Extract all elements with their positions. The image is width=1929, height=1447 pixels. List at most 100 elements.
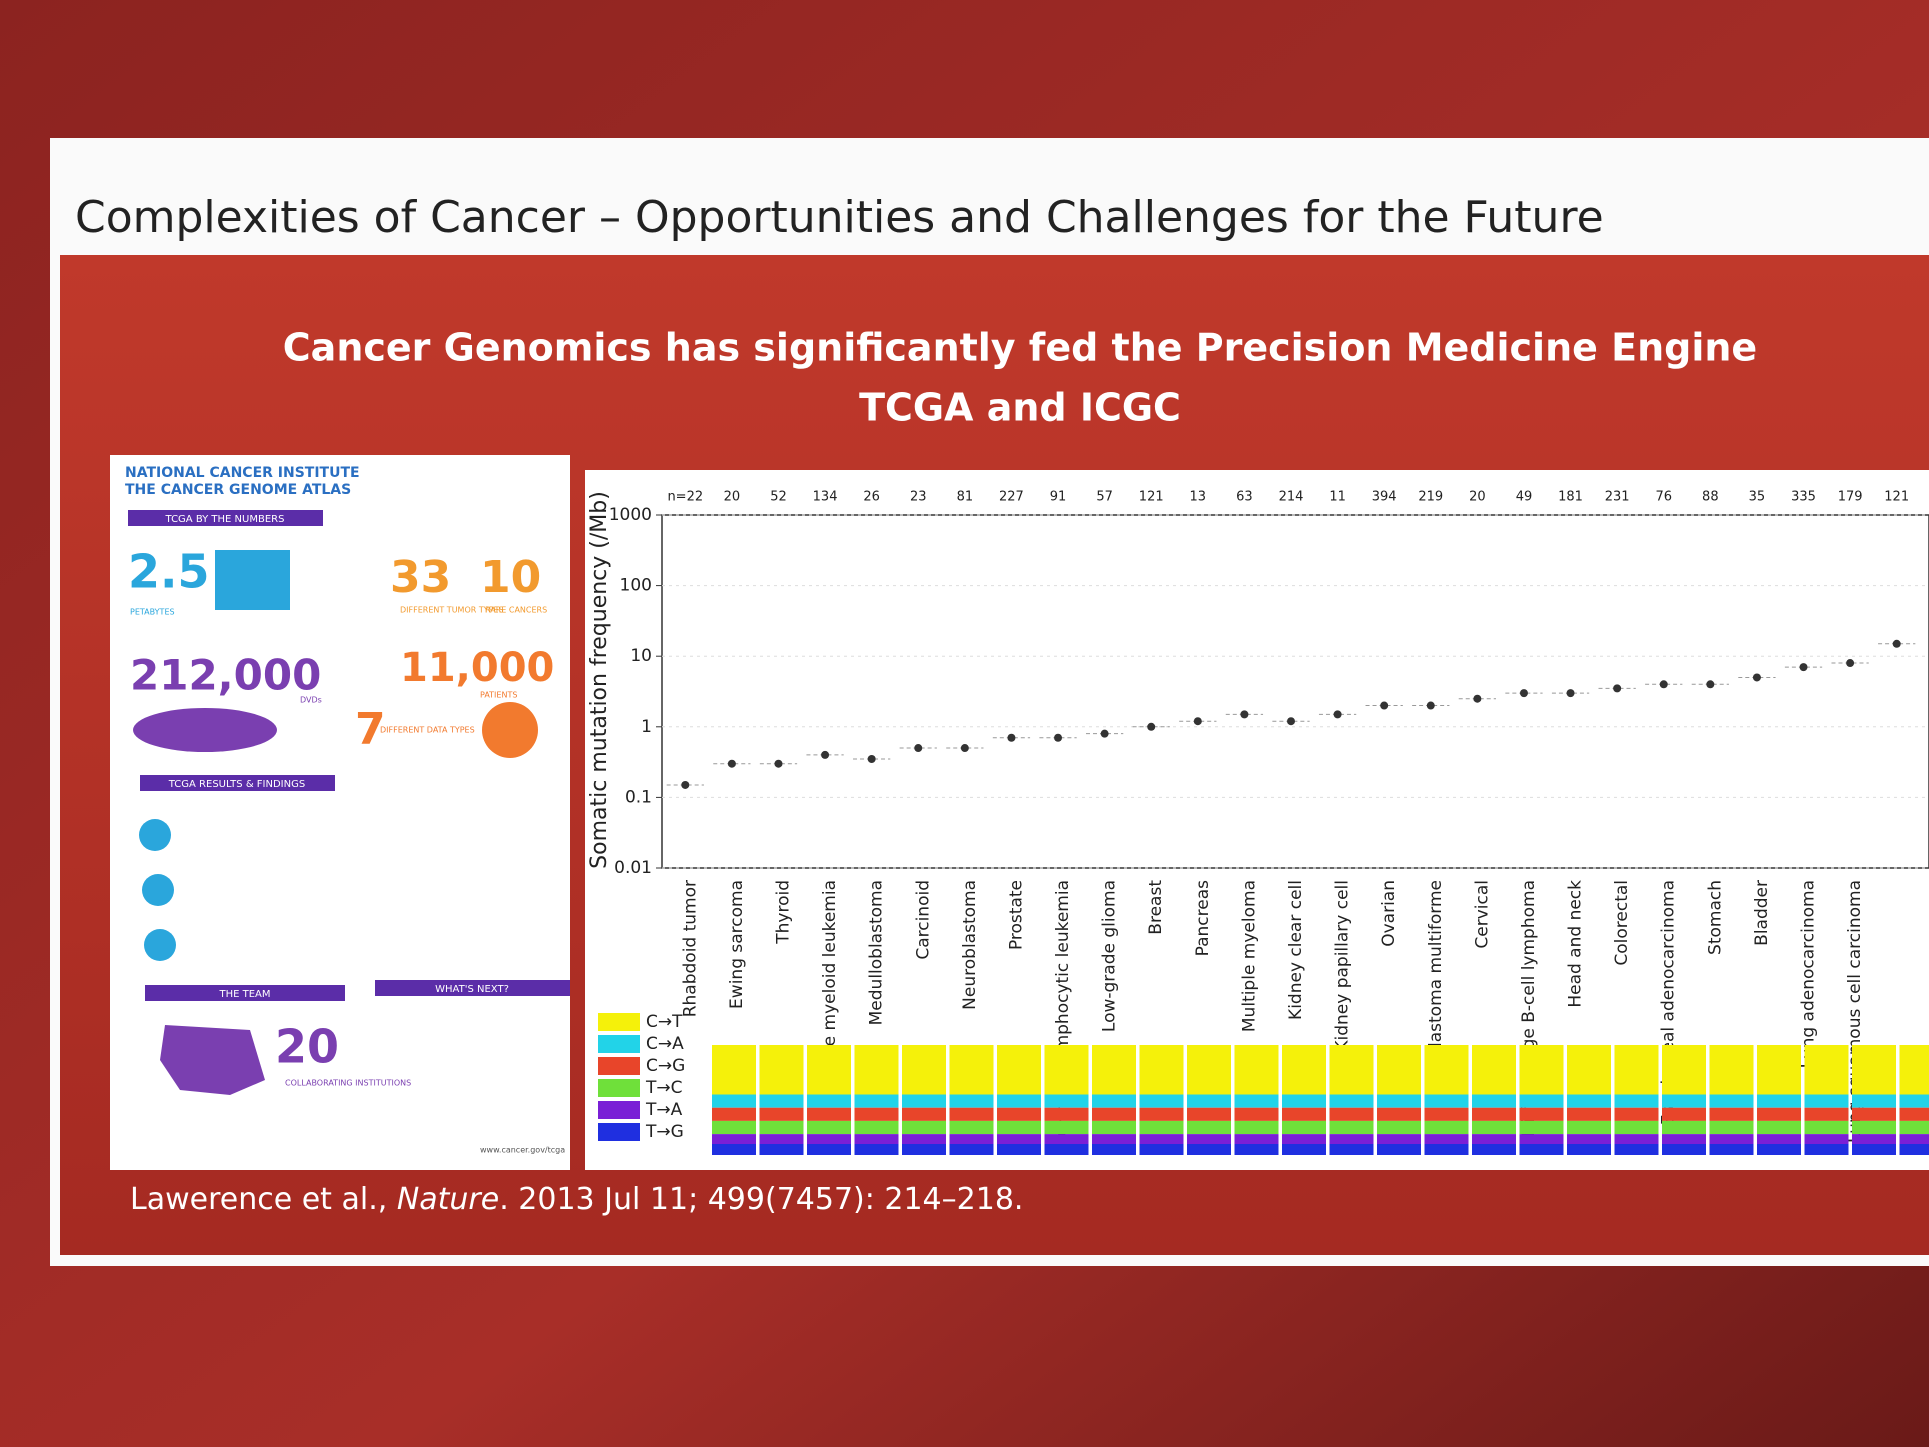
signature-segment [1282,1045,1326,1095]
signature-segment [949,1144,994,1155]
signature-segment [1852,1045,1896,1095]
n-label: 23 [910,490,927,505]
y-axis-label: Somatic mutation frequency (/Mb) [587,491,612,869]
signature-segment [1804,1144,1849,1155]
legend-swatch [598,1079,640,1097]
signature-segment [1614,1107,1659,1121]
n-label: 11 [1329,490,1346,505]
headline: Cancer Genomics has significantly fed th… [283,326,1757,370]
signature-segment [1044,1094,1089,1108]
signature-segment [1804,1107,1849,1121]
signature-segment [807,1134,851,1144]
headline: TCGA and ICGC [859,386,1181,430]
stat-label: PETABYTES [130,608,175,617]
n-label: 394 [1372,490,1397,505]
signature-segment [1044,1134,1089,1144]
signature-segment [759,1107,804,1121]
section-bar [128,510,323,526]
median-dot [1054,733,1063,742]
n-label: 20 [724,490,741,505]
signature-segment [759,1045,804,1095]
median-dot [1706,680,1715,689]
y-tick-label: 1 [641,717,652,737]
signature-segment [1709,1107,1754,1121]
signature-segment [1139,1107,1184,1121]
x-tick-label: Medulloblastoma [867,880,887,1025]
stat-label: COLLABORATING INSTITUTIONS [285,1079,411,1088]
y-tick-label: 100 [620,576,652,596]
signature-segment [1757,1144,1801,1155]
section-bar [140,775,335,791]
y-tick-label: 0.01 [614,858,652,878]
plot-area [661,514,1929,869]
signature-segment [712,1144,756,1155]
signature-segment [1709,1120,1754,1135]
signature-segment [1804,1045,1849,1095]
median-dot [1799,663,1808,672]
signature-segment [1139,1134,1184,1144]
median-dot [1846,659,1855,668]
stat-number: 20 [275,1020,339,1074]
signature-segment [1044,1144,1089,1155]
signature-segment [1614,1045,1659,1095]
signature-segment [949,1134,994,1144]
signature-segment [1709,1045,1754,1095]
n-label: 121 [1884,490,1909,505]
signature-segment [1139,1045,1184,1095]
signature-segment [1472,1120,1516,1135]
org-name: THE CANCER GENOME ATLAS [125,482,351,498]
signature-segment [1709,1094,1754,1108]
x-tick-label: Lung adenocarcinoma [1799,880,1819,1068]
signature-segment [902,1144,946,1155]
n-label: 76 [1655,490,1672,505]
signature-segment [1899,1120,1929,1135]
icon [215,550,290,610]
signature-segment [1377,1144,1421,1155]
y-tick-label: 1000 [609,505,652,525]
stat-label: DIFFERENT TUMOR TYPES [400,606,504,615]
signature-segment [1519,1107,1564,1121]
legend-swatch [598,1013,640,1031]
signature-segment [1424,1107,1469,1121]
signature-segment [1139,1120,1184,1135]
signature-segment [759,1144,804,1155]
stat-number: 2.5 [128,545,210,599]
signature-segment [1234,1045,1279,1095]
signature-segment [1187,1134,1231,1144]
median-dot [774,759,783,768]
median-dot [1287,717,1295,726]
signature-segment [1899,1134,1929,1144]
signature-segment [1329,1094,1374,1108]
n-label: 20 [1469,490,1486,505]
signature-segment [712,1107,756,1121]
signature-segment [1424,1144,1469,1155]
signature-segment [997,1134,1041,1144]
x-tick-label: Rhabdoid tumor [680,880,700,1017]
n-label: 26 [863,490,880,505]
signature-segment [1662,1134,1706,1144]
signature-segment [1092,1144,1136,1155]
icon [139,819,171,851]
signature-segment [1329,1107,1374,1121]
signature-segment [902,1107,946,1121]
signature-segment [1757,1045,1801,1095]
signature-segment [1899,1107,1929,1121]
url: www.cancer.gov/tcga [480,1146,565,1155]
signature-segment [854,1120,899,1135]
n-label: 179 [1838,490,1863,505]
signature-segment [759,1120,804,1135]
n-label: 134 [813,490,838,505]
signature-segment [712,1120,756,1135]
y-tick-label: 0.1 [625,787,652,807]
x-tick-label: Breast [1146,880,1166,935]
signature-segment [1092,1120,1136,1135]
signature-segment [1519,1144,1564,1155]
legend-swatch [598,1057,640,1075]
median-dot [1659,680,1668,689]
median-dot [914,744,923,753]
signature-segment [1614,1144,1659,1155]
slide-title: Complexities of Cancer – Opportunities a… [75,192,1604,243]
signature-segment [997,1120,1041,1135]
n-label: 181 [1558,490,1583,505]
x-tick-label: Bladder [1752,880,1772,946]
